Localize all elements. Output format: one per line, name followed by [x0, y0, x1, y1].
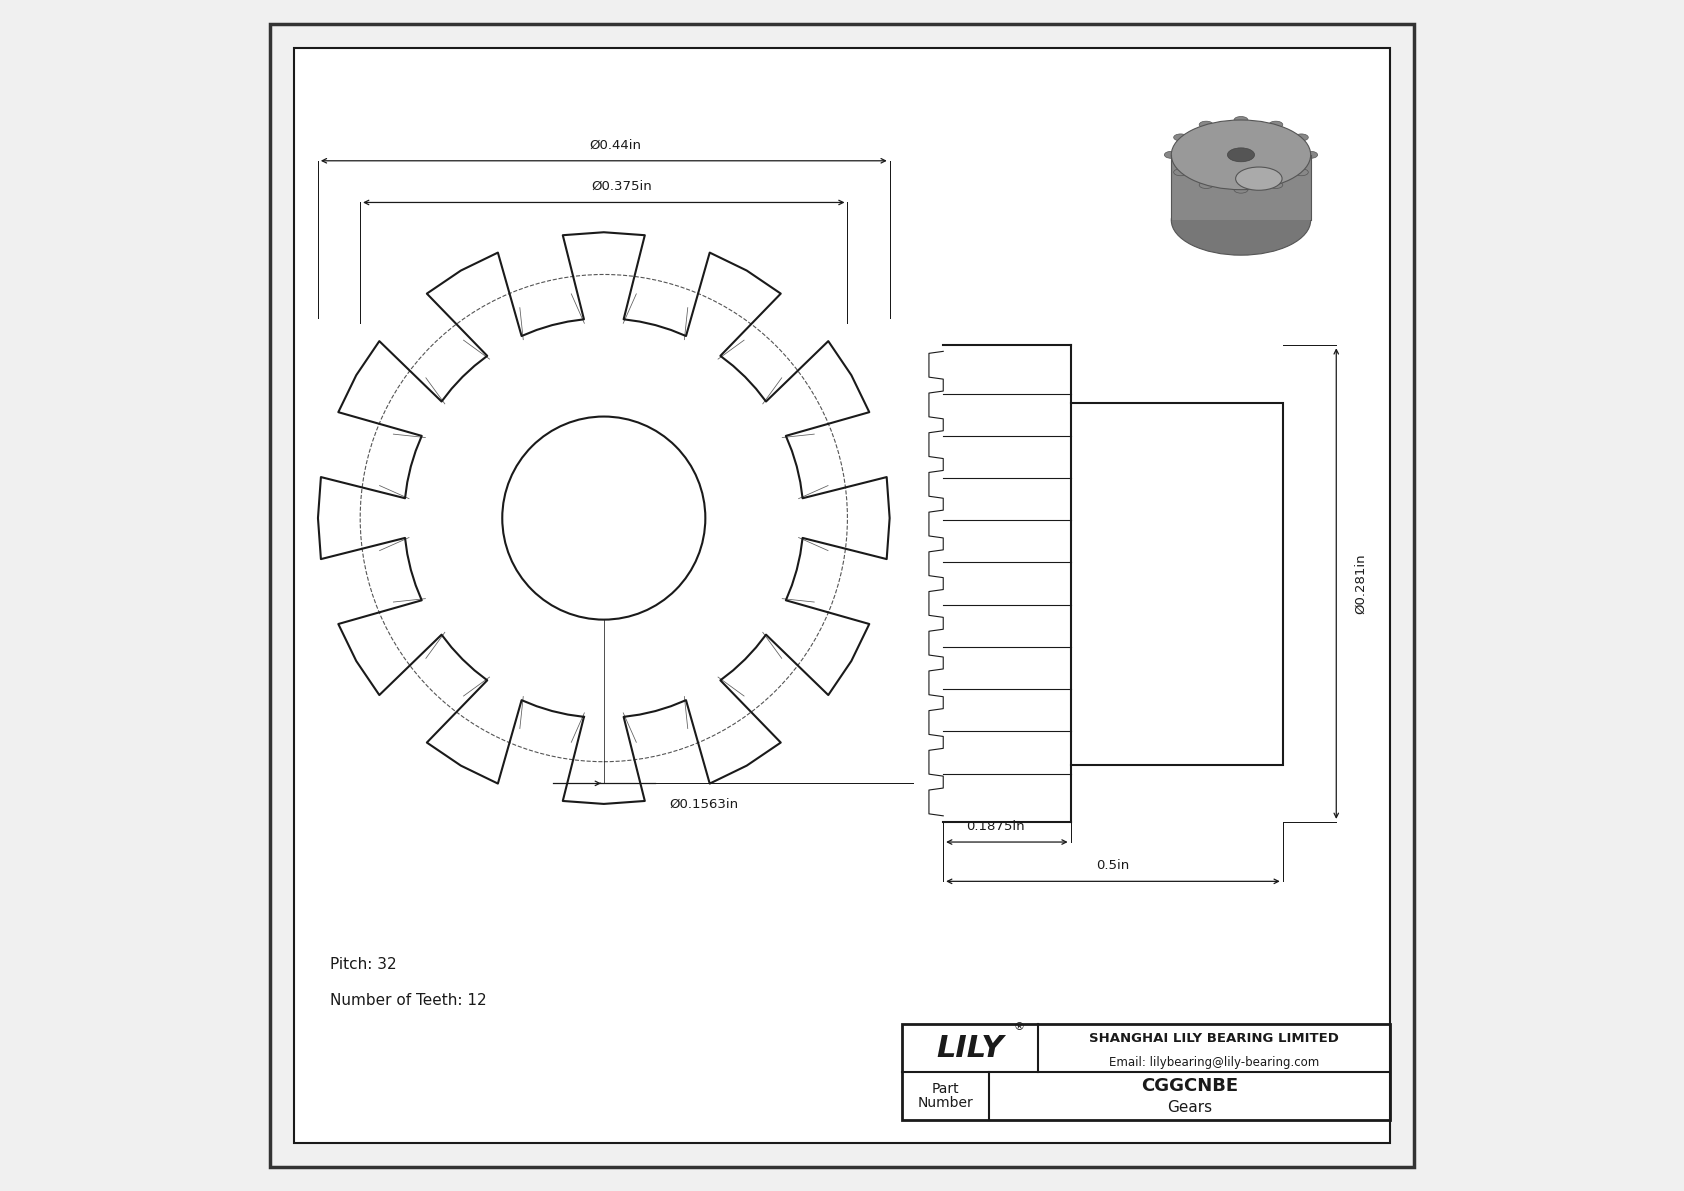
Text: SHANGHAI LILY BEARING LIMITED: SHANGHAI LILY BEARING LIMITED [1090, 1033, 1339, 1045]
Ellipse shape [1172, 186, 1310, 255]
Text: ®: ® [1014, 1022, 1024, 1031]
Ellipse shape [1268, 121, 1283, 129]
Ellipse shape [1174, 169, 1187, 176]
Text: Ø0.44in: Ø0.44in [589, 138, 642, 151]
Ellipse shape [1174, 133, 1187, 141]
Ellipse shape [1234, 117, 1248, 124]
Text: Number of Teeth: 12: Number of Teeth: 12 [330, 993, 487, 1008]
Bar [1172, 155, 1310, 220]
Ellipse shape [1236, 167, 1282, 191]
Ellipse shape [1234, 186, 1248, 193]
Bar [901, 1024, 1389, 1120]
Text: Gears: Gears [1167, 1100, 1212, 1115]
Text: 0.1875in: 0.1875in [965, 819, 1024, 833]
Text: Number: Number [918, 1096, 973, 1110]
FancyBboxPatch shape [295, 48, 1389, 1143]
Text: Email: lilybearing@lily-bearing.com: Email: lilybearing@lily-bearing.com [1110, 1056, 1319, 1068]
Text: Ø0.281in: Ø0.281in [1354, 554, 1367, 613]
Bar [1071, 403, 1283, 765]
Text: LILY: LILY [936, 1034, 1004, 1062]
Text: Ø0.1563in: Ø0.1563in [669, 798, 738, 811]
Ellipse shape [1199, 121, 1212, 129]
Text: 0.5in: 0.5in [1096, 859, 1130, 872]
Ellipse shape [1172, 120, 1310, 189]
Ellipse shape [1164, 151, 1179, 158]
Text: CGGCNBE: CGGCNBE [1142, 1077, 1238, 1096]
Ellipse shape [1199, 181, 1212, 188]
Text: Ø0.375in: Ø0.375in [591, 180, 652, 193]
Ellipse shape [1295, 169, 1308, 176]
Ellipse shape [1228, 148, 1255, 162]
Text: Part: Part [931, 1081, 960, 1096]
Text: Pitch: 32: Pitch: 32 [330, 958, 396, 972]
Ellipse shape [1295, 133, 1308, 141]
Ellipse shape [1303, 151, 1317, 158]
Ellipse shape [1268, 181, 1283, 188]
